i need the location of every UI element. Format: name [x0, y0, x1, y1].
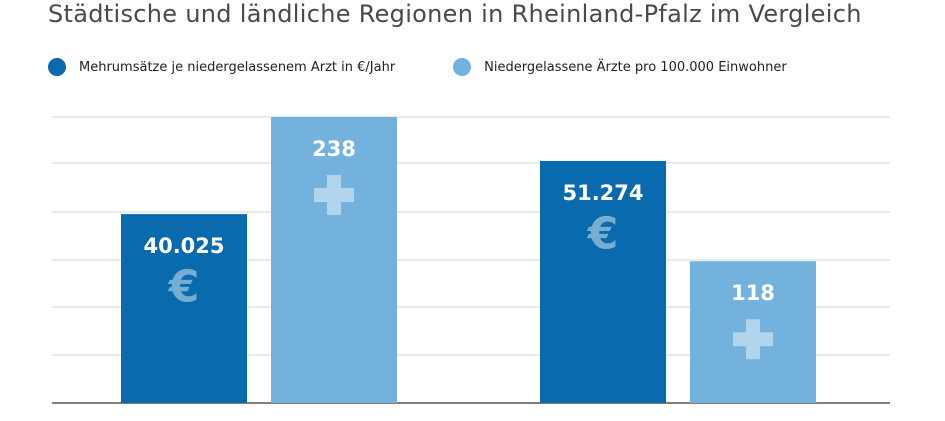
legend-label-mehrumsaetze: Mehrumsätze je niedergelassenem Arzt in …: [79, 59, 396, 75]
data-label-0-1: 238: [312, 137, 356, 161]
bar-group-1-1: 118: [690, 261, 816, 403]
legend-item-mehrumsaetze: Mehrumsätze je niedergelassenem Arzt in …: [48, 58, 395, 76]
plus-icon: [314, 175, 354, 215]
legend-item-aerzte: Niedergelassene Ärzte pro 100.000 Einwoh…: [453, 58, 787, 76]
legend-swatch-light-blue: [453, 58, 472, 76]
euro-icon: €: [587, 209, 619, 260]
data-label-1-0: 51.274: [562, 181, 643, 205]
chart-title: Städtische und ländliche Regionen in Rhe…: [48, 0, 862, 28]
bar-group-0-0: 40.025 €: [121, 214, 247, 403]
bar-0-0: [121, 214, 247, 403]
euro-icon: €: [168, 262, 200, 313]
bar-1-0: [540, 161, 666, 403]
legend-label-aerzte: Niedergelassene Ärzte pro 100.000 Einwoh…: [484, 59, 787, 75]
bar-0-1: [271, 117, 397, 403]
legend-swatch-dark-blue: [48, 58, 66, 76]
bar-1-1: [690, 261, 816, 403]
bar-group-0-1: 238: [271, 117, 397, 403]
data-label-0-0: 40.025: [143, 234, 224, 258]
plus-icon: [733, 319, 773, 360]
legend: Mehrumsätze je niedergelassenem Arzt in …: [48, 58, 845, 76]
bar-group-1-0: 51.274 €: [540, 161, 666, 403]
data-label-1-1: 118: [731, 281, 775, 305]
